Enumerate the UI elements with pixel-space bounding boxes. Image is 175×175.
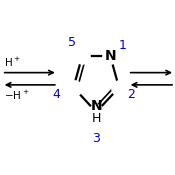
Text: N: N bbox=[90, 99, 102, 113]
Text: 5: 5 bbox=[68, 36, 76, 48]
Text: 2: 2 bbox=[127, 88, 135, 101]
Text: H: H bbox=[92, 112, 101, 125]
Text: H$^+$: H$^+$ bbox=[4, 56, 20, 69]
Text: 4: 4 bbox=[52, 88, 60, 101]
Text: 3: 3 bbox=[92, 132, 100, 145]
Text: N: N bbox=[104, 49, 116, 63]
Text: $-$H$^+$: $-$H$^+$ bbox=[4, 89, 29, 102]
Text: 1: 1 bbox=[118, 39, 126, 52]
